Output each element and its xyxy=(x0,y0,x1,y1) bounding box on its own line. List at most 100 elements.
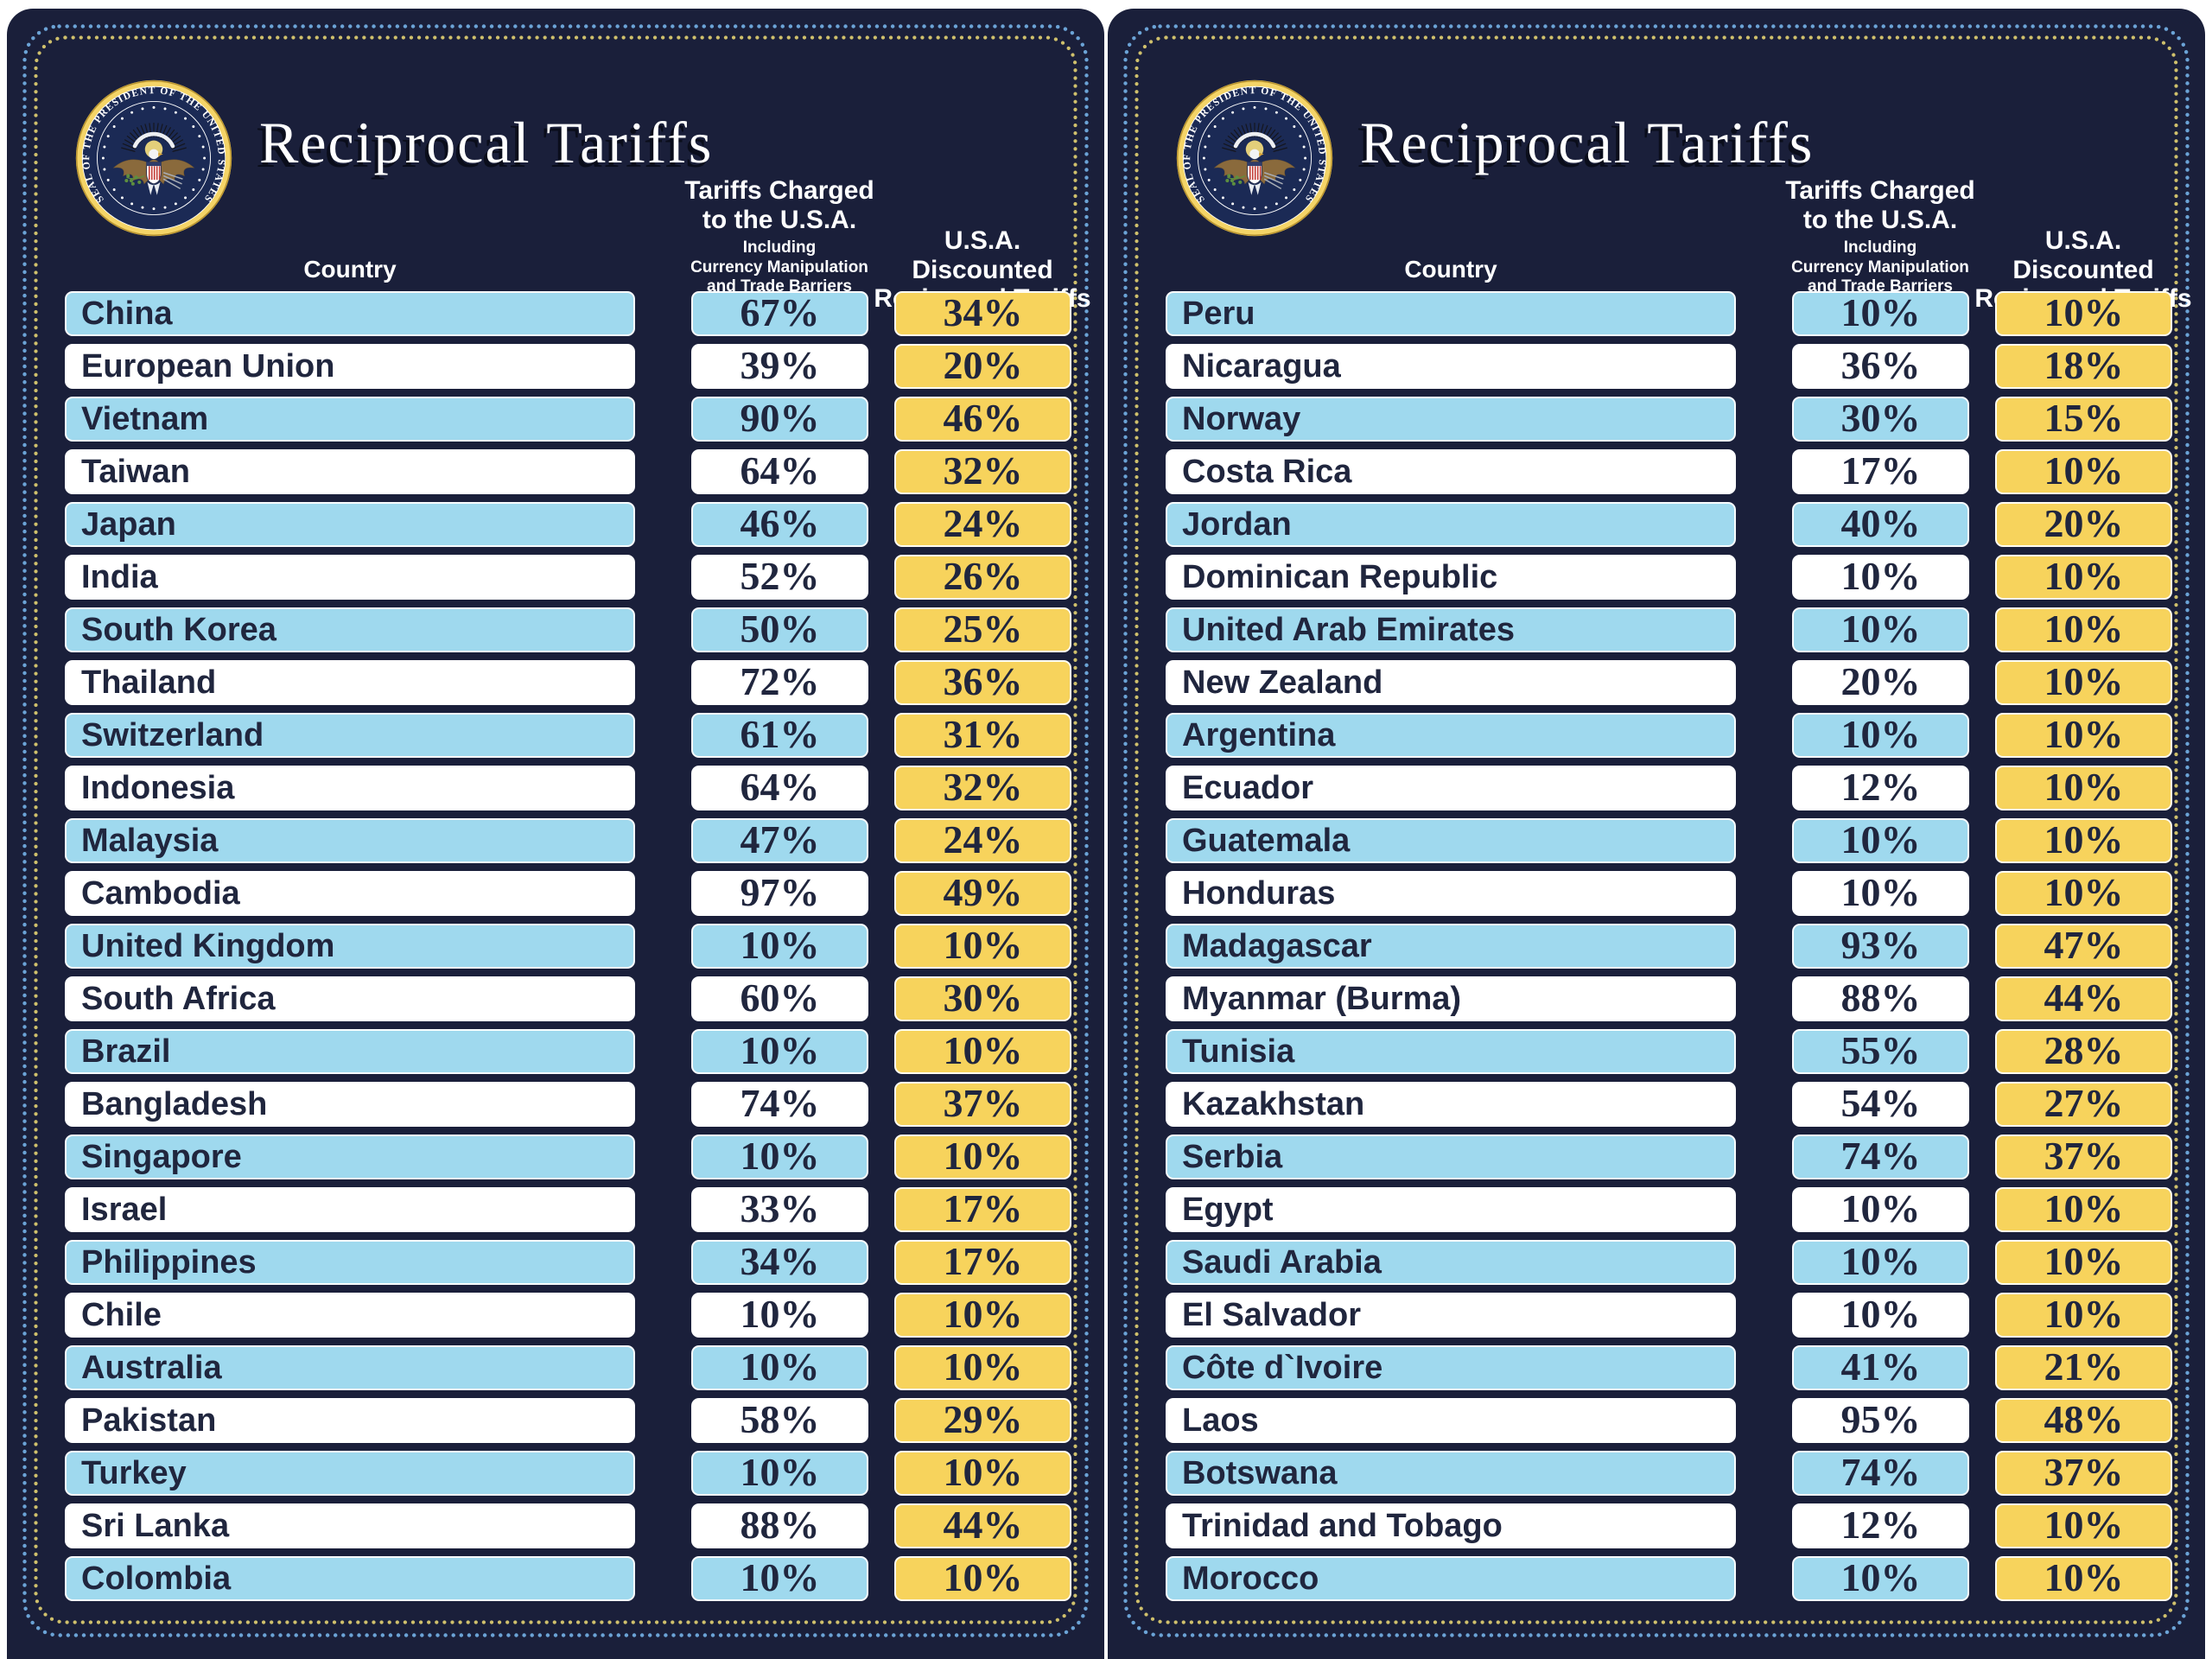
country-cell: Indonesia xyxy=(65,766,635,810)
country-cell: Chile xyxy=(65,1293,635,1338)
country-cell: Israel xyxy=(65,1187,635,1232)
table-row: Philippines 34% 17% xyxy=(7,1240,1104,1293)
discounted-tariff-cell: 20% xyxy=(894,344,1071,389)
charged-column-header: Tariffs Charged to the U.S.A. Including … xyxy=(1768,176,1993,296)
country-cell: New Zealand xyxy=(1166,660,1736,705)
discounted-tariff-cell: 10% xyxy=(1995,555,2172,600)
tariff-charged-cell: 88% xyxy=(1792,976,1969,1021)
discounted-tariff-cell: 49% xyxy=(894,871,1071,916)
tariff-panel-left: SEAL OF THE PRESIDENT OF THE UNITED STAT… xyxy=(7,9,1104,1659)
table-row: United Arab Emirates 10% 10% xyxy=(1108,607,2205,660)
table-row: South Africa 60% 30% xyxy=(7,976,1104,1029)
table-row: Cambodia 97% 49% xyxy=(7,871,1104,924)
discounted-tariff-cell: 10% xyxy=(1995,1240,2172,1285)
tariff-charged-cell: 10% xyxy=(691,1029,868,1074)
table-row: Serbia 74% 37% xyxy=(1108,1135,2205,1187)
table-row: Tunisia 55% 28% xyxy=(1108,1029,2205,1082)
tariff-charged-cell: 58% xyxy=(691,1398,868,1443)
rows: China 67% 34% European Union 39% 20% Vietnam 90… xyxy=(7,291,1104,1609)
table-row: Australia 10% 10% xyxy=(7,1345,1104,1398)
discounted-tariff-cell: 10% xyxy=(894,1345,1071,1390)
table-row: Thailand 72% 36% xyxy=(7,660,1104,713)
table-row: Myanmar (Burma) 88% 44% xyxy=(1108,976,2205,1029)
table-row: Trinidad and Tobago 12% 10% xyxy=(1108,1503,2205,1556)
tariff-charged-cell: 40% xyxy=(1792,502,1969,547)
discounted-tariff-cell: 26% xyxy=(894,555,1071,600)
country-cell: Australia xyxy=(65,1345,635,1390)
table-row: Brazil 10% 10% xyxy=(7,1029,1104,1082)
table-row: Chile 10% 10% xyxy=(7,1293,1104,1345)
discounted-tariff-cell: 10% xyxy=(1995,449,2172,494)
discounted-tariff-cell: 28% xyxy=(1995,1029,2172,1074)
table-row: Bangladesh 74% 37% xyxy=(7,1082,1104,1135)
tariff-panel-right: SEAL OF THE PRESIDENT OF THE UNITED STAT… xyxy=(1108,9,2205,1659)
charged-column-title: Tariffs Charged to the U.S.A. xyxy=(684,176,874,234)
discounted-tariff-cell: 17% xyxy=(894,1187,1071,1232)
country-cell: Sri Lanka xyxy=(65,1503,635,1548)
discounted-tariff-cell: 31% xyxy=(894,713,1071,758)
tariff-charged-cell: 60% xyxy=(691,976,868,1021)
tariff-charged-cell: 36% xyxy=(1792,344,1969,389)
country-cell: Costa Rica xyxy=(1166,449,1736,494)
discounted-tariff-cell: 10% xyxy=(894,924,1071,969)
country-cell: South Africa xyxy=(65,976,635,1021)
table-row: Malaysia 47% 24% xyxy=(7,818,1104,871)
discounted-tariff-cell: 10% xyxy=(1995,1293,2172,1338)
discounted-tariff-cell: 10% xyxy=(894,1135,1071,1179)
tariff-charged-cell: 64% xyxy=(691,449,868,494)
country-cell: Guatemala xyxy=(1166,818,1736,863)
table-row: Sri Lanka 88% 44% xyxy=(7,1503,1104,1556)
country-cell: Laos xyxy=(1166,1398,1736,1443)
discounted-tariff-cell: 36% xyxy=(894,660,1071,705)
table-row: Dominican Republic 10% 10% xyxy=(1108,555,2205,607)
tariff-charged-cell: 10% xyxy=(1792,1187,1969,1232)
page-title: Reciprocal Tariffs xyxy=(259,110,714,175)
country-cell: Brazil xyxy=(65,1029,635,1074)
discounted-tariff-cell: 10% xyxy=(1995,818,2172,863)
table-row: Madagascar 93% 47% xyxy=(1108,924,2205,976)
tariff-charged-cell: 10% xyxy=(1792,871,1969,916)
tariff-charged-cell: 10% xyxy=(691,1345,868,1390)
discounted-tariff-cell: 10% xyxy=(1995,713,2172,758)
tariff-charged-cell: 67% xyxy=(691,291,868,336)
country-cell: Dominican Republic xyxy=(1166,555,1736,600)
discounted-tariff-cell: 48% xyxy=(1995,1398,2172,1443)
discounted-tariff-cell: 46% xyxy=(894,397,1071,442)
charged-column-subtitle: Including Currency Manipulation and Trad… xyxy=(1791,238,1969,296)
table-row: Indonesia 64% 32% xyxy=(7,766,1104,818)
table-row: Guatemala 10% 10% xyxy=(1108,818,2205,871)
table-row: Switzerland 61% 31% xyxy=(7,713,1104,766)
country-cell: Honduras xyxy=(1166,871,1736,916)
tariff-charged-cell: 95% xyxy=(1792,1398,1969,1443)
country-cell: Bangladesh xyxy=(65,1082,635,1127)
table-row: Egypt 10% 10% xyxy=(1108,1187,2205,1240)
discounted-tariff-cell: 47% xyxy=(1995,924,2172,969)
country-cell: Côte d`Ivoire xyxy=(1166,1345,1736,1390)
tariff-charged-cell: 34% xyxy=(691,1240,868,1285)
table-row: Laos 95% 48% xyxy=(1108,1398,2205,1451)
country-cell: China xyxy=(65,291,635,336)
country-cell: Colombia xyxy=(65,1556,635,1601)
discounted-tariff-cell: 10% xyxy=(894,1451,1071,1496)
country-cell: Philippines xyxy=(65,1240,635,1285)
tariff-charged-cell: 47% xyxy=(691,818,868,863)
country-column-header: Country xyxy=(1404,256,1497,283)
discounted-tariff-cell: 44% xyxy=(1995,976,2172,1021)
tariff-charged-cell: 54% xyxy=(1792,1082,1969,1127)
discounted-tariff-cell: 10% xyxy=(1995,660,2172,705)
table-row: Turkey 10% 10% xyxy=(7,1451,1104,1503)
tariff-charged-cell: 10% xyxy=(1792,1293,1969,1338)
tariff-charged-cell: 93% xyxy=(1792,924,1969,969)
country-cell: Tunisia xyxy=(1166,1029,1736,1074)
discounted-tariff-cell: 27% xyxy=(1995,1082,2172,1127)
discounted-tariff-cell: 37% xyxy=(894,1082,1071,1127)
tariff-charged-cell: 10% xyxy=(691,1135,868,1179)
table-row: Pakistan 58% 29% xyxy=(7,1398,1104,1451)
discounted-tariff-cell: 44% xyxy=(894,1503,1071,1548)
discounted-tariff-cell: 10% xyxy=(1995,1503,2172,1548)
country-cell: Myanmar (Burma) xyxy=(1166,976,1736,1021)
table-row: Israel 33% 17% xyxy=(7,1187,1104,1240)
country-cell: Cambodia xyxy=(65,871,635,916)
table-row: Nicaragua 36% 18% xyxy=(1108,344,2205,397)
tariff-charged-cell: 10% xyxy=(1792,555,1969,600)
